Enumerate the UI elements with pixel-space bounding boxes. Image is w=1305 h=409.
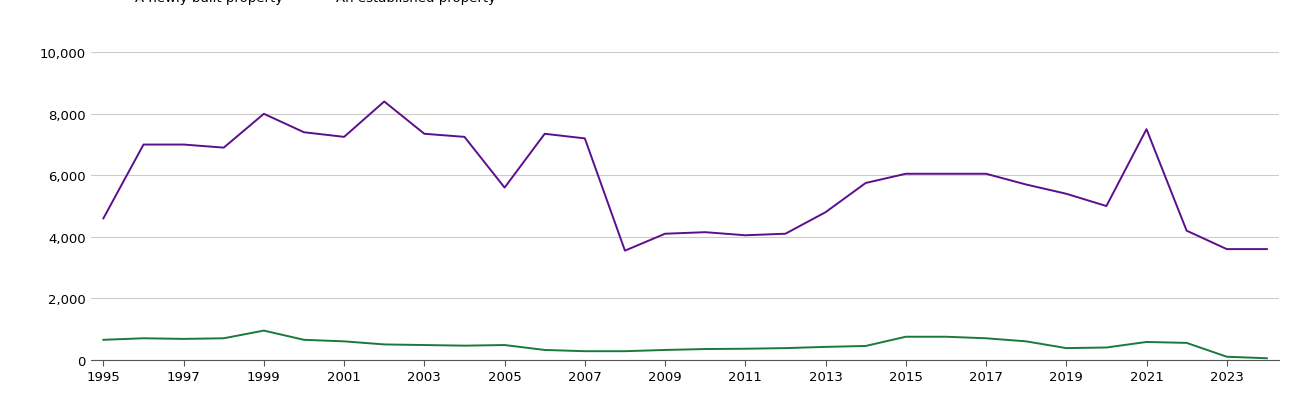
A newly built property	[898, 335, 913, 339]
A newly built property	[778, 346, 793, 351]
A newly built property	[737, 346, 753, 351]
A newly built property	[416, 343, 432, 348]
Line: An established property: An established property	[103, 102, 1267, 251]
An established property	[337, 135, 352, 140]
A newly built property	[95, 337, 111, 342]
A newly built property	[1018, 339, 1034, 344]
A newly built property	[1099, 345, 1114, 350]
An established property	[95, 216, 111, 221]
A newly built property	[1139, 339, 1155, 344]
An established property	[979, 172, 994, 177]
An established property	[536, 132, 552, 137]
An established property	[617, 249, 633, 254]
An established property	[457, 135, 472, 140]
An established property	[1178, 229, 1194, 234]
A newly built property	[136, 336, 151, 341]
A newly built property	[697, 347, 713, 352]
An established property	[176, 143, 192, 148]
A newly built property	[457, 344, 472, 348]
A newly built property	[337, 339, 352, 344]
A newly built property	[497, 343, 513, 348]
A newly built property	[296, 337, 312, 342]
A newly built property	[1259, 356, 1275, 361]
An established property	[938, 172, 954, 177]
An established property	[256, 112, 271, 117]
An established property	[1099, 204, 1114, 209]
An established property	[296, 130, 312, 135]
A newly built property	[256, 328, 271, 333]
An established property	[857, 181, 873, 186]
Line: A newly built property: A newly built property	[103, 331, 1267, 358]
Legend: A newly built property, An established property: A newly built property, An established p…	[98, 0, 496, 5]
An established property	[376, 100, 392, 105]
An established property	[1139, 128, 1155, 133]
An established property	[577, 137, 592, 142]
An established property	[215, 146, 231, 151]
A newly built property	[1058, 346, 1074, 351]
An established property	[898, 172, 913, 177]
A newly built property	[376, 342, 392, 347]
A newly built property	[617, 349, 633, 354]
An established property	[697, 230, 713, 235]
A newly built property	[979, 336, 994, 341]
An established property	[1219, 247, 1235, 252]
A newly built property	[176, 337, 192, 342]
An established property	[778, 231, 793, 236]
A newly built property	[857, 344, 873, 348]
An established property	[737, 233, 753, 238]
An established property	[136, 143, 151, 148]
A newly built property	[577, 349, 592, 354]
A newly built property	[1178, 341, 1194, 346]
An established property	[416, 132, 432, 137]
A newly built property	[1219, 354, 1235, 360]
A newly built property	[658, 348, 673, 353]
An established property	[658, 231, 673, 236]
A newly built property	[938, 335, 954, 339]
An established property	[818, 210, 834, 215]
An established property	[497, 186, 513, 191]
An established property	[1259, 247, 1275, 252]
An established property	[1018, 182, 1034, 187]
A newly built property	[536, 348, 552, 353]
An established property	[1058, 192, 1074, 197]
A newly built property	[818, 344, 834, 349]
A newly built property	[215, 336, 231, 341]
